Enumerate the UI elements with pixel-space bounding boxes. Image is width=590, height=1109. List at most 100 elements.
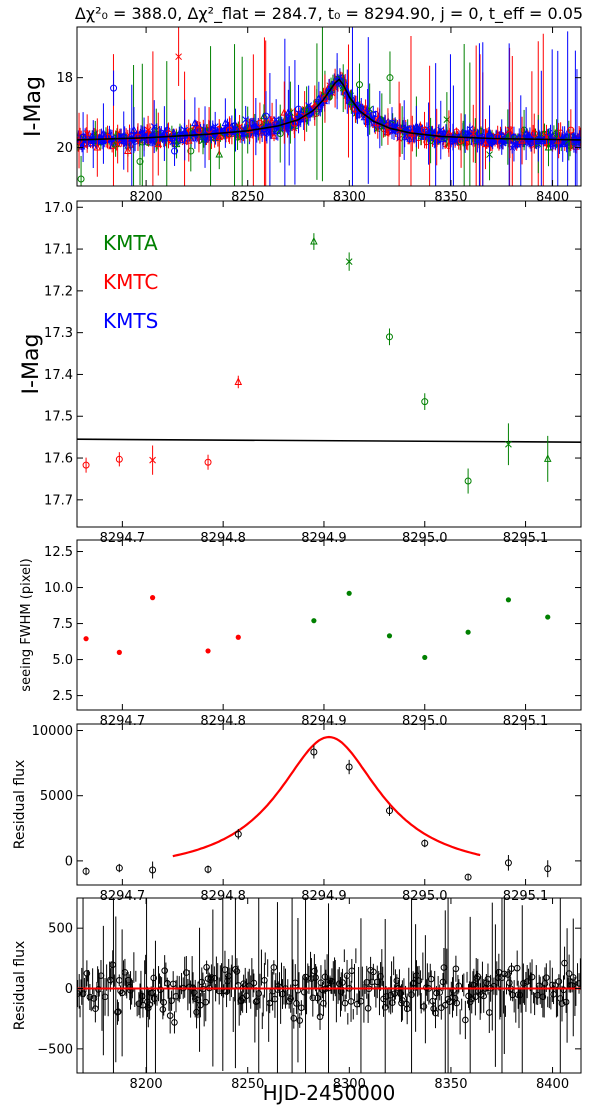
data-point-circle — [234, 133, 242, 141]
data-point-triangle — [522, 128, 530, 137]
data-point-circle — [83, 970, 91, 977]
data-point-x — [345, 258, 353, 265]
data-point-triangle — [558, 139, 567, 148]
x-tick-label: 8250 — [231, 1077, 264, 1092]
x-tick-label: 8295.0 — [402, 889, 448, 904]
data-point-circle — [171, 147, 179, 155]
data-point-circle — [262, 112, 270, 120]
data-point-circle — [296, 1017, 304, 1024]
data-point-dot — [150, 595, 156, 601]
data-point-circle — [270, 964, 278, 971]
data-point-circle — [504, 971, 512, 978]
y-tick-label: −500 — [37, 1042, 73, 1057]
data-point-x — [272, 116, 280, 123]
y-tick-label: 17.7 — [44, 493, 73, 508]
data-point-circle — [77, 175, 85, 183]
data-point-circle — [464, 873, 472, 881]
data-point-triangle — [310, 236, 318, 245]
data-point-circle — [261, 977, 268, 984]
panel-overview-light-curve: 8200 8250 8300 8350 8400 18 20 I-Mag — [21, 26, 582, 205]
data-point-circle — [86, 993, 94, 1001]
x-tick-label: 8294.7 — [100, 889, 146, 904]
data-point-circle — [358, 104, 365, 111]
data-point-circle — [198, 978, 206, 986]
data-point-circle — [562, 998, 570, 1006]
data-point-circle — [325, 88, 333, 96]
data-point-triangle — [406, 134, 414, 142]
data-point-circle — [161, 967, 168, 974]
data-point-triangle — [234, 377, 243, 385]
data-point-circle — [320, 1000, 327, 1007]
data-point-circle — [468, 995, 476, 1002]
x-tick-label: 8294.9 — [301, 714, 347, 729]
data-point-circle — [314, 994, 321, 1002]
y-tick-label: 5000 — [40, 789, 73, 804]
data-point-triangle — [123, 146, 132, 155]
data-point-x — [505, 440, 512, 448]
data-point-circle — [388, 119, 396, 127]
x-tick-label: 8400 — [536, 1077, 569, 1092]
data-point-circle — [408, 991, 415, 998]
data-point-circle — [77, 137, 83, 145]
model-curve — [76, 438, 582, 443]
data-point-dot — [205, 648, 211, 654]
data-point-circle — [317, 979, 325, 986]
y-tick-label: 17.4 — [44, 368, 73, 383]
data-point-circle — [274, 986, 281, 993]
data-point-circle — [171, 1019, 178, 1026]
data-point-circle — [439, 978, 447, 986]
data-point-triangle — [481, 139, 490, 148]
fit-curve — [172, 735, 481, 858]
y-tick-label: 0 — [65, 982, 73, 997]
data-point-circle — [79, 990, 87, 997]
y-tick-label: 7.5 — [52, 617, 73, 632]
data-point-triangle — [284, 107, 293, 116]
data-point-circle — [311, 967, 318, 975]
data-point-triangle — [215, 132, 224, 141]
x-tick-label: 8350 — [434, 1077, 467, 1092]
plot-frame — [76, 26, 582, 187]
data-point-circle — [462, 1016, 469, 1024]
data-point-x — [510, 140, 518, 148]
data-point-triangle — [504, 132, 512, 141]
data-point-circle — [290, 1014, 298, 1022]
x-tick-label: 8294.9 — [301, 889, 347, 904]
data-point-circle — [494, 133, 502, 141]
data-point-circle — [504, 859, 512, 867]
data-point-circle — [195, 126, 203, 134]
data-point-circle — [534, 137, 542, 145]
data-point-triangle — [412, 121, 421, 130]
data-point-triangle — [518, 135, 526, 144]
data-point-circle — [211, 974, 218, 982]
data-point-circle — [569, 974, 577, 981]
plot-area — [77, 27, 581, 186]
data-point-circle — [389, 999, 396, 1006]
data-point-circle — [115, 455, 123, 463]
data-point-dot — [311, 618, 317, 624]
legend-entry-kmta: KMTA — [103, 231, 158, 255]
data-point-circle — [103, 133, 111, 141]
data-point-circle — [204, 458, 212, 466]
data-point-circle — [399, 997, 406, 1004]
data-point-circle — [543, 974, 550, 981]
data-point-x — [181, 126, 189, 134]
data-point-circle — [110, 84, 118, 92]
figure-title: Δχ²₀ = 388.0, Δχ²_flat = 284.7, t₀ = 829… — [75, 4, 583, 24]
data-point-circle — [250, 979, 258, 987]
y-axis-label: Residual flux — [12, 941, 28, 1031]
data-point-circle — [575, 980, 581, 987]
plot-frame — [76, 200, 582, 528]
data-point-dot — [83, 636, 89, 642]
data-point-circle — [364, 1004, 372, 1012]
data-point-triangle — [270, 131, 278, 139]
data-point-circle — [343, 972, 351, 980]
y-tick-label: 17.5 — [44, 410, 73, 425]
data-point-circle — [202, 998, 210, 1006]
data-point-circle — [321, 973, 329, 981]
data-point-x — [236, 123, 243, 130]
data-point-circle — [370, 968, 377, 976]
data-point-circle — [149, 133, 157, 140]
data-point-circle — [452, 965, 460, 973]
data-point-circle — [276, 130, 284, 138]
data-point-x — [144, 126, 152, 134]
